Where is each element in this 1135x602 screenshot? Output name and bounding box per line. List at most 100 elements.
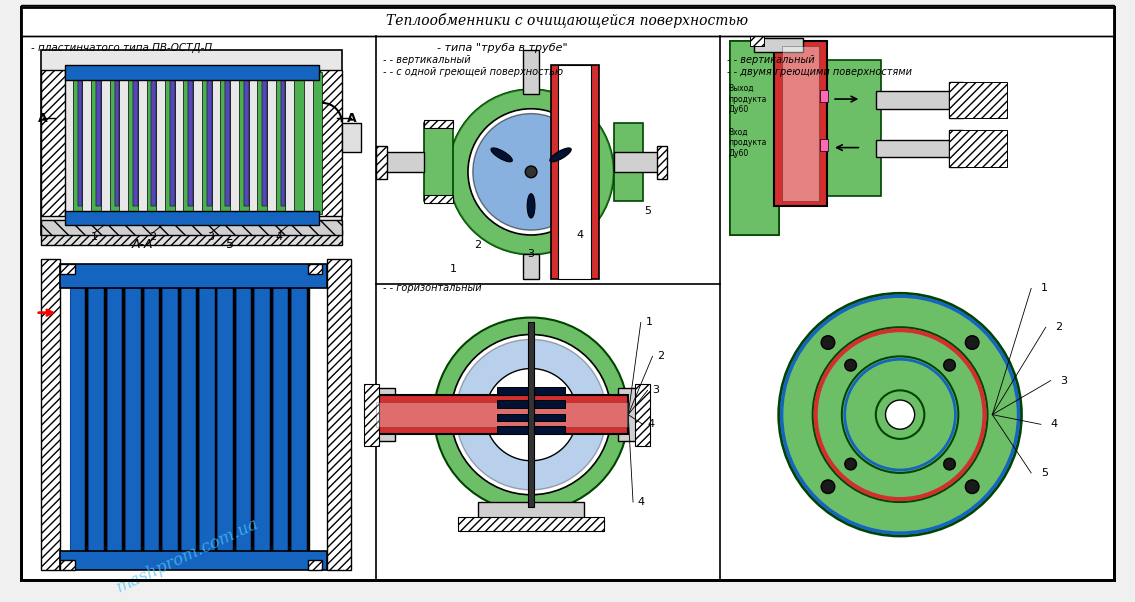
Bar — [65, 65, 319, 79]
Circle shape — [885, 400, 915, 429]
Ellipse shape — [451, 335, 611, 495]
Bar — [165, 72, 175, 214]
Text: 2: 2 — [474, 240, 481, 250]
Bar — [270, 288, 272, 565]
Ellipse shape — [549, 148, 571, 162]
Bar — [280, 79, 285, 206]
Bar — [107, 288, 123, 565]
Bar — [308, 264, 322, 274]
Bar — [133, 79, 137, 206]
Text: 3: 3 — [208, 232, 215, 242]
Circle shape — [844, 458, 857, 470]
Ellipse shape — [527, 194, 535, 218]
Bar — [949, 81, 964, 119]
Bar — [236, 288, 252, 565]
Text: 4: 4 — [638, 497, 645, 507]
Bar — [215, 288, 218, 565]
Bar — [123, 288, 125, 565]
Bar — [110, 72, 119, 214]
Text: 3: 3 — [528, 249, 535, 259]
Bar — [85, 288, 89, 565]
Bar — [144, 288, 159, 565]
Bar — [306, 288, 310, 565]
Bar — [262, 79, 267, 206]
Bar — [218, 288, 233, 565]
Bar — [41, 259, 60, 570]
Bar — [376, 395, 628, 434]
Text: 3: 3 — [653, 385, 659, 396]
Bar — [128, 72, 137, 214]
Bar — [141, 288, 144, 565]
Ellipse shape — [485, 368, 578, 461]
Bar — [238, 72, 249, 214]
Bar — [478, 502, 585, 521]
Bar — [41, 220, 342, 235]
Bar — [558, 65, 591, 279]
Bar — [73, 72, 83, 214]
Bar — [60, 551, 327, 570]
Bar — [77, 79, 83, 206]
Text: 1: 1 — [646, 317, 653, 327]
Bar — [70, 288, 85, 565]
Text: 1: 1 — [449, 264, 457, 274]
Bar — [782, 46, 819, 201]
Ellipse shape — [491, 148, 512, 162]
Bar — [497, 388, 565, 395]
Bar — [170, 79, 175, 206]
Bar — [207, 79, 211, 206]
Bar — [614, 152, 662, 172]
Bar — [376, 388, 395, 441]
Bar — [184, 72, 193, 214]
Bar — [225, 79, 230, 206]
Bar — [312, 72, 322, 214]
Text: 5: 5 — [1041, 468, 1048, 478]
Bar — [22, 5, 1113, 36]
Bar — [220, 72, 230, 214]
Circle shape — [473, 114, 589, 230]
Bar — [60, 560, 75, 570]
Bar — [376, 146, 387, 179]
Bar — [258, 72, 267, 214]
Bar — [823, 60, 881, 196]
Text: A: A — [37, 112, 48, 125]
Text: 1: 1 — [1041, 284, 1048, 293]
Bar — [162, 288, 178, 565]
Circle shape — [779, 293, 1022, 536]
Circle shape — [966, 480, 980, 494]
Bar — [196, 288, 199, 565]
Bar — [199, 288, 215, 565]
Bar — [180, 288, 196, 565]
Circle shape — [943, 359, 956, 371]
Bar — [202, 72, 211, 214]
Bar — [233, 288, 236, 565]
Bar — [96, 79, 101, 206]
Bar — [60, 264, 327, 288]
Text: Теплообменники с очищающейся поверхностью: Теплообменники с очищающейся поверхность… — [386, 13, 748, 28]
Bar — [949, 81, 1007, 119]
Text: 4: 4 — [275, 232, 283, 242]
Text: 2: 2 — [1056, 322, 1062, 332]
Circle shape — [822, 336, 834, 349]
Bar — [497, 414, 565, 421]
Text: А-А: А-А — [132, 238, 153, 251]
Bar — [96, 79, 101, 206]
Bar — [424, 195, 453, 203]
Text: - - вертикальный: - - вертикальный — [728, 55, 815, 65]
Circle shape — [966, 336, 980, 349]
Bar — [207, 79, 211, 206]
Bar — [272, 288, 288, 565]
Circle shape — [813, 327, 987, 502]
Text: - - с одной греющей поверхностью: - - с одной греющей поверхностью — [384, 67, 564, 77]
Text: - - вертикальный: - - вертикальный — [384, 55, 471, 65]
Bar — [159, 288, 162, 565]
Bar — [749, 36, 764, 46]
Bar — [497, 400, 565, 408]
Bar — [292, 288, 306, 565]
Bar — [133, 79, 137, 206]
Bar — [730, 41, 779, 235]
Bar — [225, 79, 230, 206]
Bar — [188, 79, 193, 206]
Bar — [364, 383, 379, 445]
Bar — [65, 211, 319, 225]
Text: mashprom.com.ua: mashprom.com.ua — [114, 515, 261, 596]
